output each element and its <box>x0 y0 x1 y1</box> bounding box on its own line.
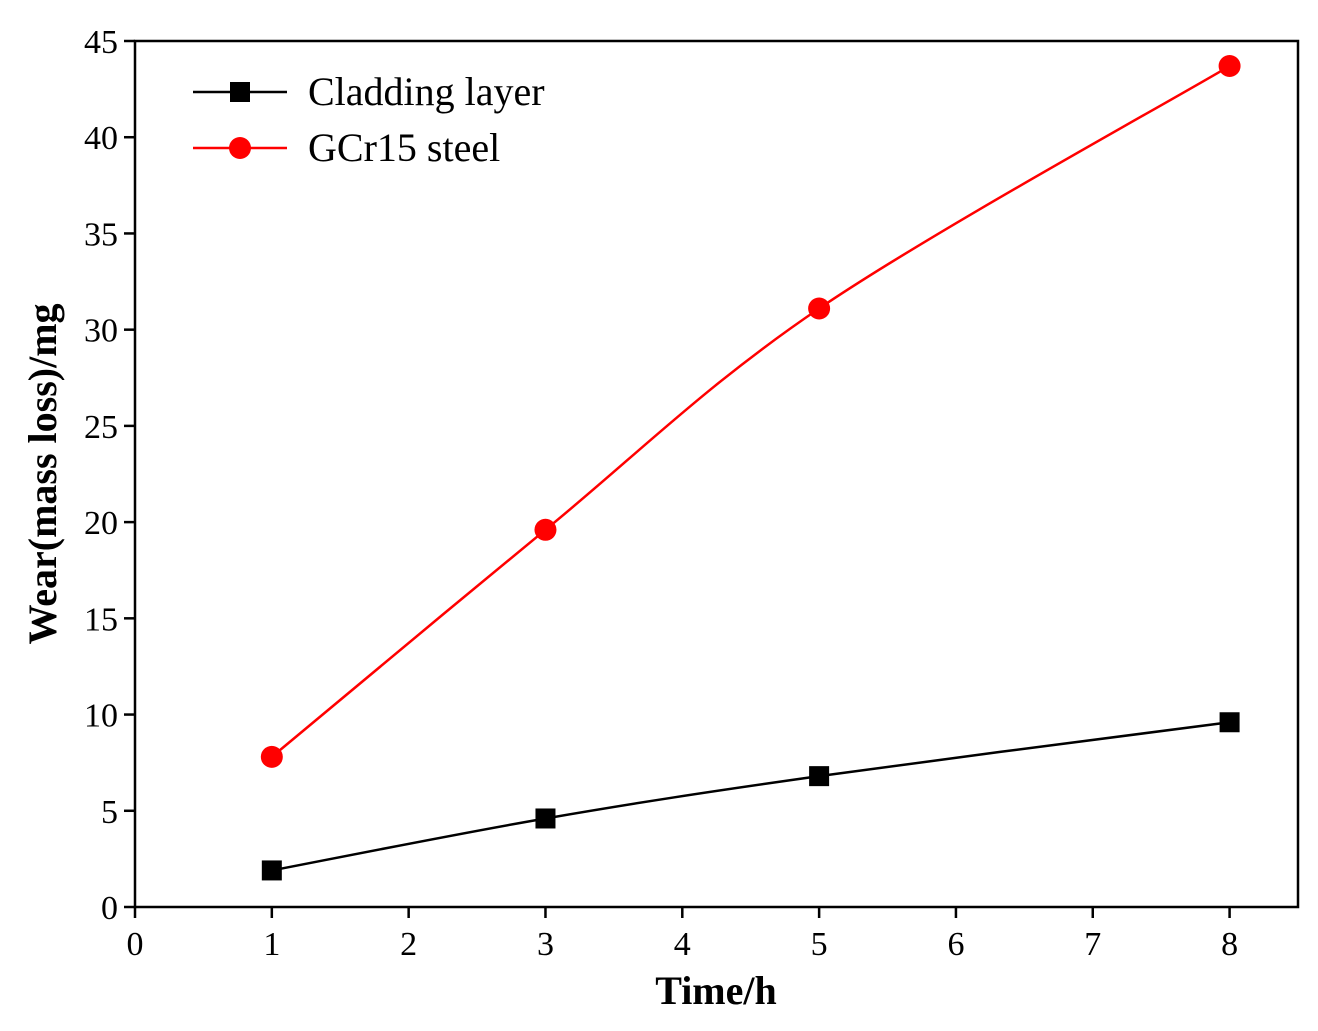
legend-label-cladding-layer: Cladding layer <box>308 69 545 114</box>
data-point-gcr15-steel <box>808 297 831 320</box>
series-line-cladding-layer <box>271 721 1230 872</box>
x-tick-label: 1 <box>263 926 280 963</box>
y-tick-label: 45 <box>84 24 118 61</box>
data-point-gcr15-steel <box>534 518 557 541</box>
y-axis-title: Wear(mass loss)/mg <box>20 303 65 644</box>
x-tick-label: 7 <box>1084 926 1101 963</box>
legend-marker-gcr15-steel <box>229 137 251 159</box>
y-axis-ticks: 0 5 10 15 20 25 30 35 40 45 <box>84 24 135 927</box>
data-point-cladding-layer <box>261 860 282 881</box>
legend-label-gcr15-steel: GCr15 steel <box>308 125 500 170</box>
y-tick-label: 25 <box>84 409 118 446</box>
y-tick-label: 30 <box>84 313 118 350</box>
plot-frame <box>133 39 1300 909</box>
x-tick-label: 2 <box>400 926 417 963</box>
y-tick-label: 40 <box>84 120 118 157</box>
x-axis-title: Time/h <box>655 968 777 1013</box>
data-point-cladding-layer <box>535 808 556 829</box>
data-point-cladding-layer <box>1219 712 1240 733</box>
y-tick-label: 5 <box>101 794 118 831</box>
x-tick-label: 5 <box>811 926 828 963</box>
y-tick-label: 0 <box>101 890 118 927</box>
legend: Cladding layer GCr15 steel <box>193 69 545 170</box>
y-tick-label: 35 <box>84 216 118 253</box>
x-tick-label: 3 <box>537 926 554 963</box>
x-tick-label: 4 <box>674 926 691 963</box>
y-tick-label: 15 <box>84 601 118 638</box>
data-point-gcr15-steel <box>260 745 283 768</box>
y-tick-label: 10 <box>84 698 118 735</box>
data-point-gcr15-steel <box>1218 55 1241 78</box>
data-point-cladding-layer <box>809 766 830 787</box>
x-axis-ticks: 0 1 2 3 4 5 6 7 8 <box>127 907 1238 963</box>
x-tick-label: 0 <box>127 926 144 963</box>
legend-marker-cladding-layer <box>230 82 250 102</box>
x-tick-label: 8 <box>1221 926 1238 963</box>
y-tick-label: 20 <box>84 505 118 542</box>
series-layer <box>260 55 1241 881</box>
x-tick-label: 6 <box>947 926 964 963</box>
series-line-gcr15-steel <box>271 64 1231 758</box>
